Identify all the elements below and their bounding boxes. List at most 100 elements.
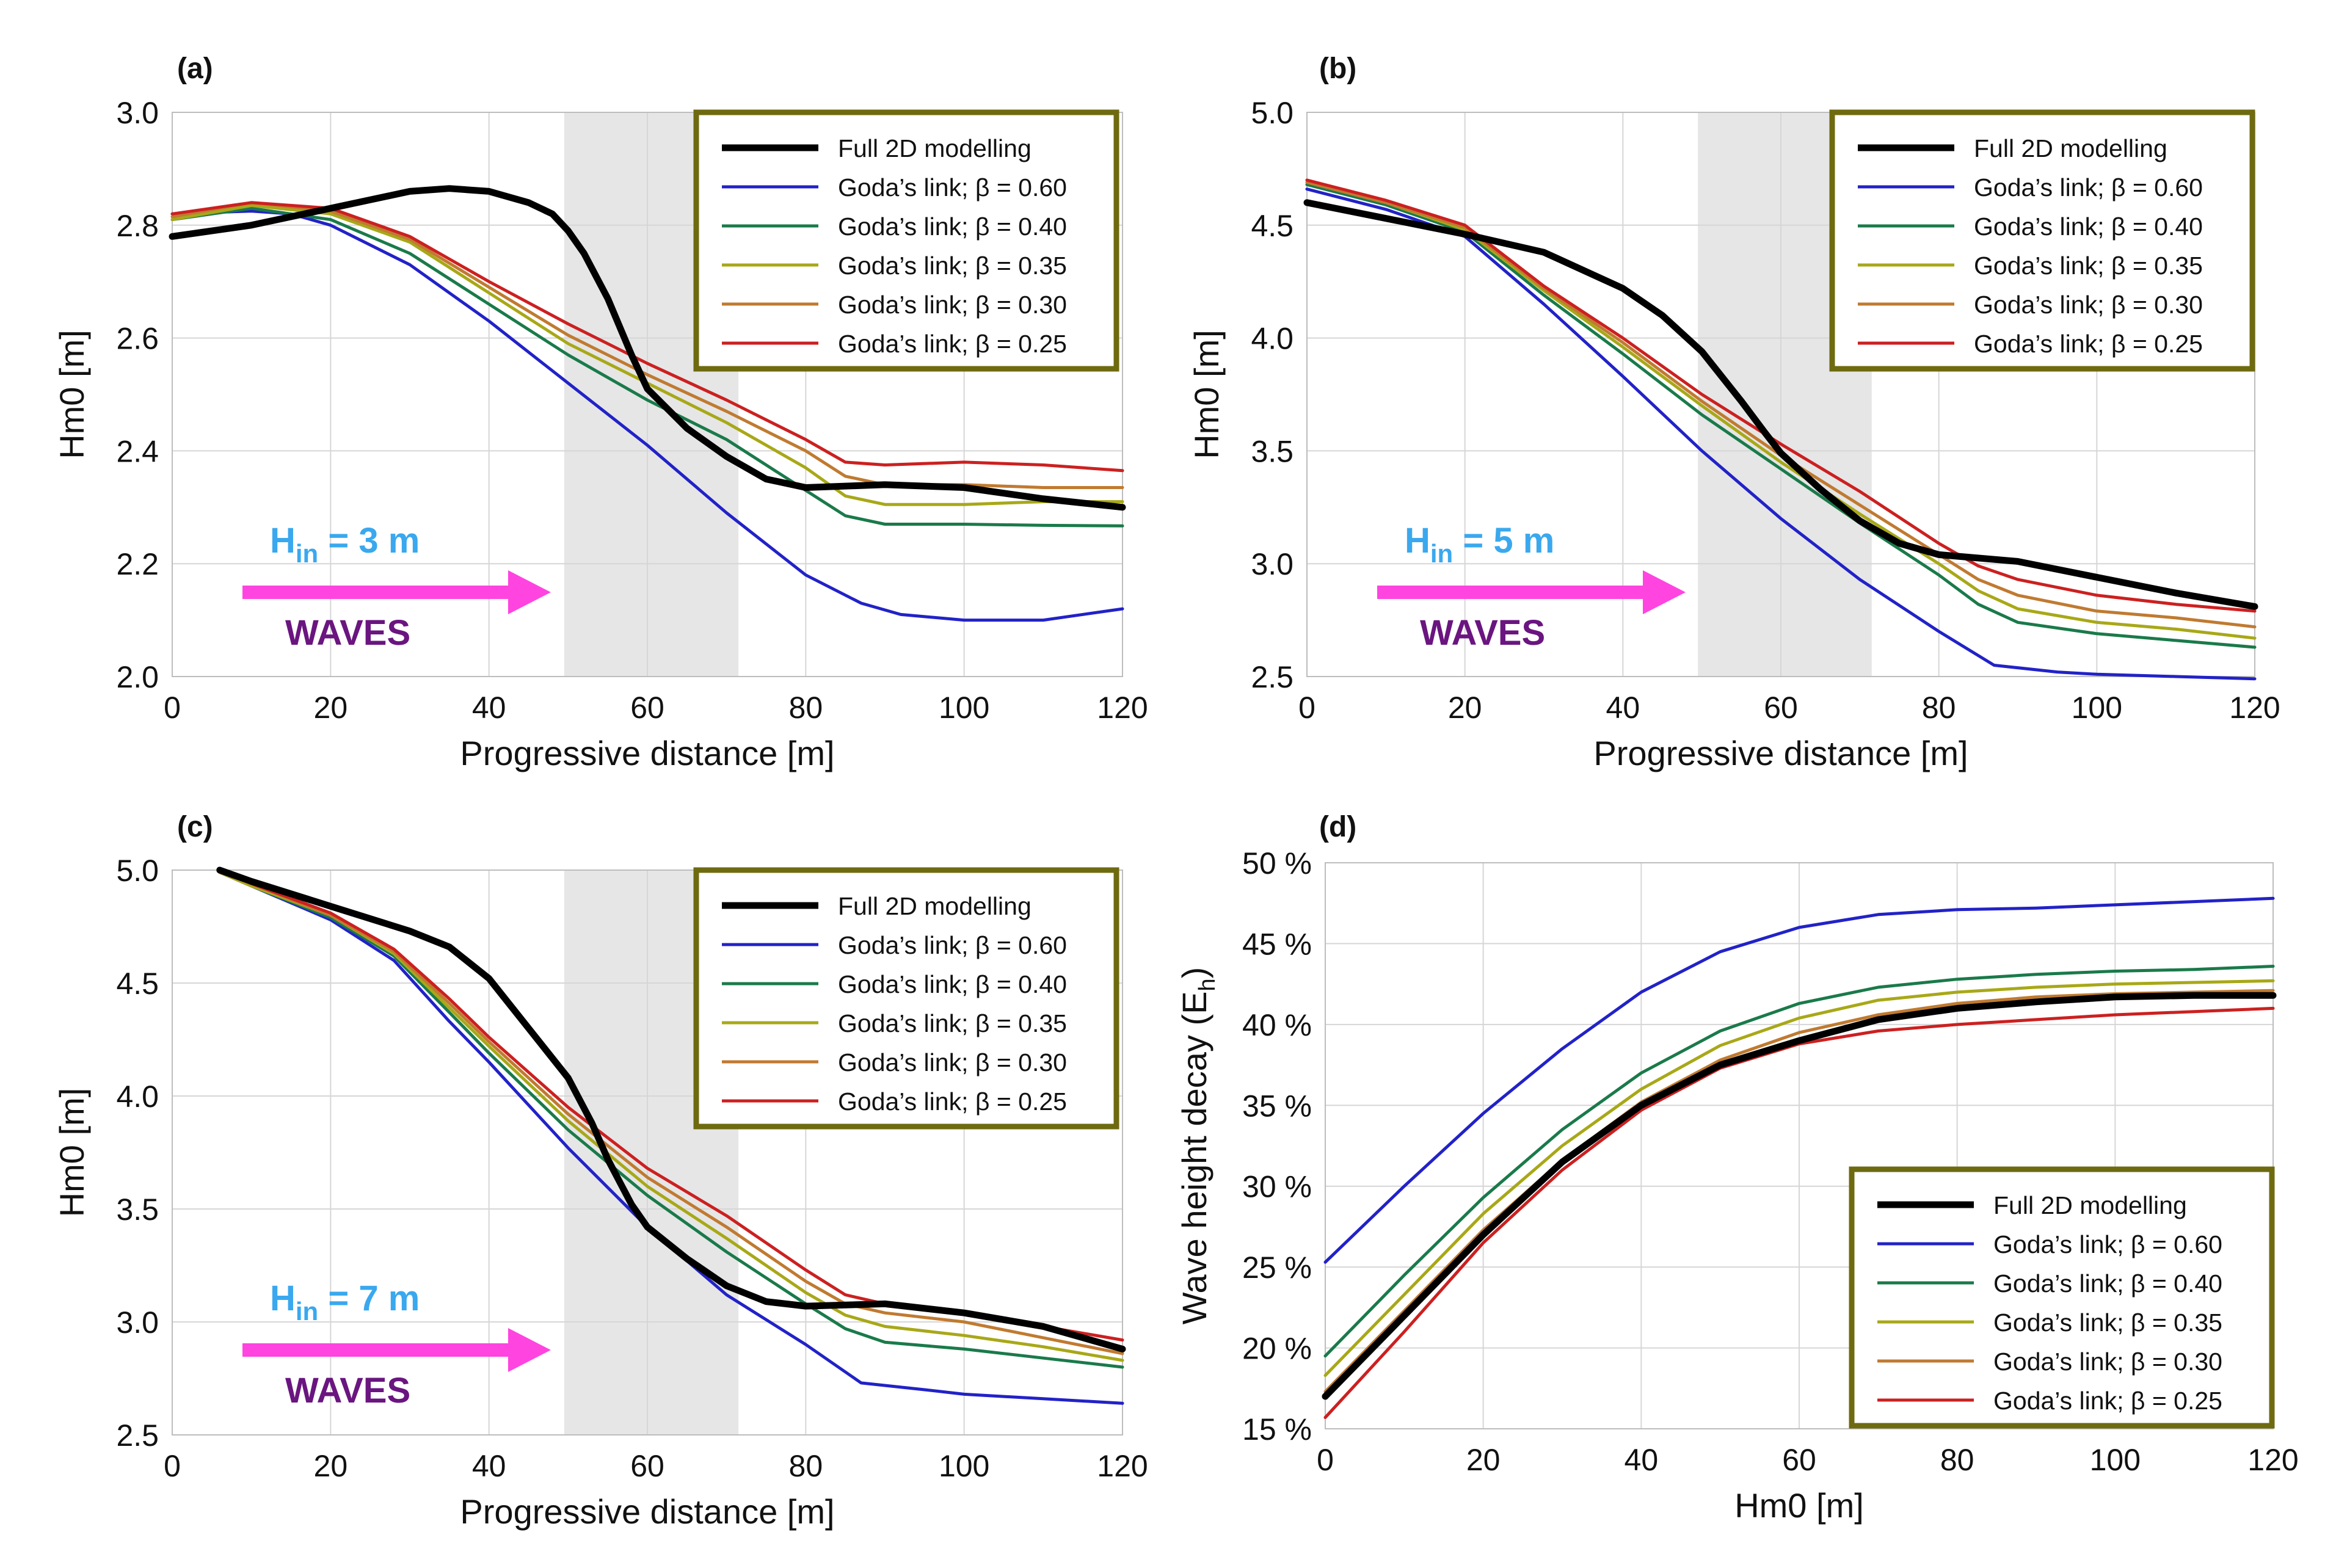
series-line-goda-2 <box>1305 183 2257 649</box>
x-tick-label: 100 <box>939 1449 989 1483</box>
waves-label: WAVES <box>1420 613 1545 653</box>
series-line-goda-1 <box>1305 187 2257 681</box>
legend-label: Goda’s link; β = 0.35 <box>1993 1308 2222 1337</box>
series-line-goda-1 <box>1323 896 2275 1264</box>
x-tick-label: 0 <box>164 1449 181 1483</box>
y-tick-label: 45 % <box>1242 927 1312 961</box>
legend-box <box>693 867 1119 1130</box>
x-tick-label: 20 <box>314 691 348 725</box>
x-tick-label: 40 <box>472 1449 506 1483</box>
incident-wave-height-label: Hin = 7 m <box>270 1279 420 1326</box>
legend-box <box>693 109 1119 372</box>
series-line-goda-2 <box>1323 965 2275 1358</box>
x-axis-label: Progressive distance [m] <box>1593 734 1968 772</box>
y-tick-label: 40 % <box>1242 1008 1312 1042</box>
x-tick-label: 0 <box>1317 1443 1334 1477</box>
waves-label: WAVES <box>285 613 410 653</box>
legend-label: Goda’s link; β = 0.60 <box>1993 1230 2222 1258</box>
series-line-goda-5 <box>170 201 1124 473</box>
x-tick-label: 80 <box>789 691 823 725</box>
y-tick-label: 2.0 <box>116 660 159 694</box>
x-axis-label: Progressive distance [m] <box>460 734 834 772</box>
legend-label: Full 2D modelling <box>838 892 1032 920</box>
series-line-full-2d <box>169 185 1126 511</box>
x-tick-label: 120 <box>1097 1449 1148 1483</box>
y-tick-label: 4.5 <box>1251 209 1294 243</box>
y-tick-label: 15 % <box>1242 1412 1312 1446</box>
y-tick-label: 3.5 <box>116 1192 159 1227</box>
y-axis-label: Hm0 [m] <box>1187 330 1226 459</box>
y-tick-label: 4.5 <box>116 967 159 1001</box>
panel-label: (a) <box>177 53 213 85</box>
x-tick-label: 100 <box>2090 1443 2141 1477</box>
y-tick-label: 5.0 <box>1251 96 1294 130</box>
x-tick-label: 60 <box>630 691 664 725</box>
y-tick-label: 35 % <box>1242 1089 1312 1123</box>
panel-label: (c) <box>177 811 213 843</box>
legend-label: Goda’s link; β = 0.30 <box>838 1048 1067 1076</box>
legend-label: Goda’s link; β = 0.40 <box>838 212 1067 241</box>
y-tick-label: 2.6 <box>116 322 159 356</box>
x-axis-label: Hm0 [m] <box>1734 1486 1864 1525</box>
waves-arrow-head <box>1643 570 1686 614</box>
series-line-goda-1 <box>170 209 1124 622</box>
x-tick-label: 0 <box>1298 691 1315 725</box>
legend-label: Goda’s link; β = 0.40 <box>838 970 1067 998</box>
y-tick-label: 3.5 <box>1251 434 1294 468</box>
panel-c: 0 20 40 60 80 100 120 2.5 3.0 3.5 4.0 4.5 5.0 Progres… <box>53 811 1148 1531</box>
x-tick-label: 40 <box>1625 1443 1659 1477</box>
x-tick-label: 40 <box>472 691 506 725</box>
legend-label: Goda’s link; β = 0.25 <box>838 1087 1067 1116</box>
y-tick-label: 2.8 <box>116 209 159 243</box>
legend-box <box>1829 109 2255 372</box>
x-tick-label: 100 <box>2072 691 2122 725</box>
waves-label: WAVES <box>285 1371 410 1410</box>
y-tick-label: 2.4 <box>116 434 159 468</box>
series-line-goda-4 <box>218 871 1124 1356</box>
x-tick-label: 80 <box>1922 691 1956 725</box>
plot-frame <box>1306 112 2255 677</box>
y-tick-label: 4.0 <box>116 1080 159 1114</box>
waves-arrow-head <box>508 570 551 614</box>
y-tick-label: 25 % <box>1242 1250 1312 1285</box>
legend-label: Goda’s link; β = 0.25 <box>1993 1387 2222 1415</box>
y-axis-label: Hm0 [m] <box>53 330 91 459</box>
x-tick-label: 120 <box>2229 691 2280 725</box>
legend-label: Goda’s link; β = 0.60 <box>838 173 1067 201</box>
legend-label: Goda’s link; β = 0.25 <box>1974 330 2203 358</box>
incident-wave-height-label: Hin = 3 m <box>270 521 420 568</box>
legend-label: Goda’s link; β = 0.40 <box>1974 212 2203 241</box>
plot-frame <box>172 112 1123 677</box>
panel-a: 0 20 40 60 80 100 120 2.0 2.2 2.4 2.6 2.8 3.0 Progres… <box>53 53 1148 772</box>
legend-label: Goda’s link; β = 0.30 <box>838 291 1067 319</box>
legend-label: Goda’s link; β = 0.25 <box>838 330 1067 358</box>
x-tick-label: 100 <box>939 691 989 725</box>
legend-label: Full 2D modelling <box>838 134 1032 162</box>
plot-frame <box>1325 862 2274 1429</box>
waves-arrow-head <box>508 1328 551 1372</box>
legend-label: Goda’s link; β = 0.35 <box>838 252 1067 280</box>
y-tick-label: 3.0 <box>116 1305 159 1340</box>
series-line-full-2d <box>1322 992 2277 1400</box>
panel-label: (b) <box>1319 53 1356 85</box>
x-tick-label: 60 <box>1764 691 1798 725</box>
legend-label: Full 2D modelling <box>1974 134 2167 162</box>
legend-label: Goda’s link; β = 0.35 <box>838 1009 1067 1037</box>
series-line-goda-2 <box>218 871 1124 1369</box>
legend: Full 2D modelling Goda’s link; β = 0.60 Go… <box>1829 109 2255 372</box>
legend-label: Goda’s link; β = 0.60 <box>1974 173 2203 201</box>
y-tick-label: 3.0 <box>1251 547 1294 581</box>
y-tick-label: 2.5 <box>1251 660 1294 694</box>
series-line-goda-3 <box>170 204 1124 506</box>
y-tick-label: 5.0 <box>116 854 159 888</box>
panel-b: 0 20 40 60 80 100 120 2.5 3.0 3.5 4.0 4.5 5.0 Progres… <box>1187 53 2280 772</box>
x-tick-label: 80 <box>1940 1443 1974 1477</box>
x-tick-label: 120 <box>2247 1443 2298 1477</box>
legend-label: Full 2D modelling <box>1993 1191 2187 1219</box>
y-tick-label: 30 % <box>1242 1170 1312 1204</box>
legend-box <box>1849 1166 2275 1429</box>
legend: Full 2D modelling Goda’s link; β = 0.60 Go… <box>693 109 1119 372</box>
series-line-goda-3 <box>1323 979 2275 1377</box>
y-axis-label: Wave height decay (Eh) <box>1175 967 1220 1325</box>
x-tick-label: 60 <box>630 1449 664 1483</box>
